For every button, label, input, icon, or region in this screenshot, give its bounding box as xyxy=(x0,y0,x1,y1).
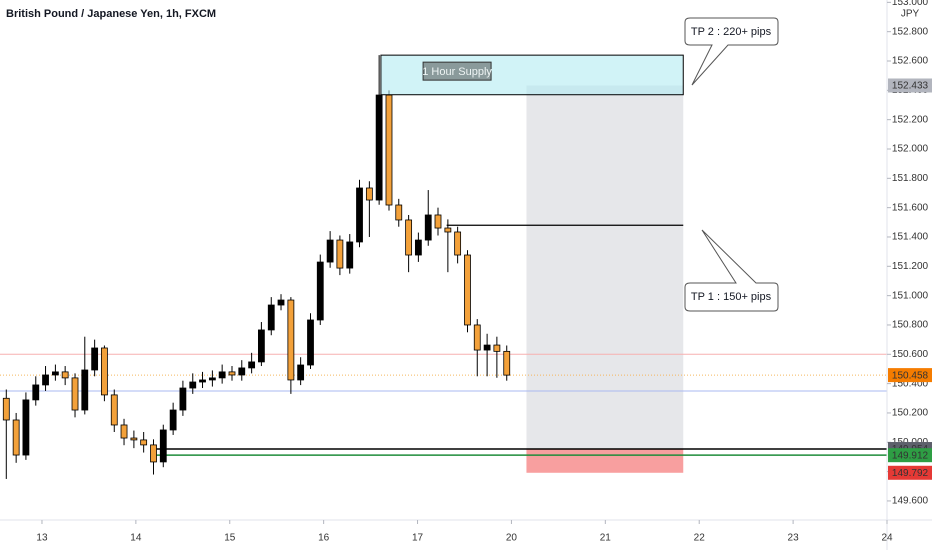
candle-body xyxy=(464,254,471,326)
target-zone xyxy=(526,85,684,450)
price-tag-label: 149.912 xyxy=(892,450,929,461)
currency-label: JPY xyxy=(901,9,920,20)
candle-body xyxy=(91,347,99,371)
candle-body xyxy=(12,419,20,456)
y-tick-label: 150.800 xyxy=(892,320,929,331)
callout-shape xyxy=(684,229,779,312)
candle-body xyxy=(228,371,236,376)
candle-body xyxy=(150,444,157,463)
x-tick-label: 16 xyxy=(318,533,330,544)
x-tick-label: 17 xyxy=(412,533,424,544)
y-tick-label: 149.600 xyxy=(892,496,929,507)
y-tick-label: 151.400 xyxy=(892,232,929,243)
price-tag-label: 149.792 xyxy=(892,468,929,479)
candle-body xyxy=(257,329,265,363)
price-tag-bg xyxy=(888,78,932,93)
callout-text: TP 1 : 150+ pips xyxy=(691,291,772,303)
candle-body xyxy=(405,219,413,256)
x-tick-label: 14 xyxy=(130,533,142,544)
candle-body xyxy=(199,379,206,383)
candle-body xyxy=(101,347,108,396)
x-tick-label: 23 xyxy=(788,533,800,544)
supply-label: 1 Hour Supply xyxy=(422,66,492,78)
y-tick-label: 150.200 xyxy=(892,408,929,419)
candle-body xyxy=(267,304,275,331)
candle-body xyxy=(238,367,246,376)
candle-body xyxy=(336,239,344,269)
candle-body xyxy=(120,424,128,439)
y-tick-label: 152.600 xyxy=(892,56,929,67)
candle-body xyxy=(169,409,177,431)
y-tick-label: 150.600 xyxy=(892,349,929,360)
candle-body xyxy=(277,299,285,306)
candle-body xyxy=(42,374,49,386)
callout-shape xyxy=(684,17,779,86)
price-tag-bg xyxy=(888,465,932,480)
candle-body xyxy=(434,214,442,229)
candle-body xyxy=(110,394,118,426)
callout-text: TP 2 : 220+ pips xyxy=(691,26,772,38)
candle-body xyxy=(287,299,295,381)
candle-body xyxy=(316,261,324,321)
candle-body xyxy=(503,350,511,376)
y-tick-label: 152.800 xyxy=(892,26,929,37)
candle-body xyxy=(483,344,491,351)
candle-body xyxy=(395,204,403,221)
y-tick-label: 151.000 xyxy=(892,290,929,301)
supply-label-bg xyxy=(422,61,492,81)
candle-body xyxy=(2,397,10,421)
x-tick-label: 24 xyxy=(881,533,893,544)
candle-body xyxy=(493,344,501,352)
plot-area: 1 Hour Supply xyxy=(0,54,887,479)
y-tick-label: 151.200 xyxy=(892,261,929,272)
callout-tp1: TP 1 : 150+ pips xyxy=(684,229,779,312)
y-tick-label: 152.000 xyxy=(892,144,929,155)
candle-body xyxy=(473,324,481,351)
candle-body xyxy=(22,399,30,456)
y-tick-label: 151.600 xyxy=(892,202,929,213)
candle-body xyxy=(61,371,69,379)
y-tick-label: 151.800 xyxy=(892,173,929,184)
candle-body xyxy=(444,227,452,233)
callout-tp2: TP 2 : 220+ pips xyxy=(684,17,779,86)
stop-zone xyxy=(526,449,684,473)
candle-body xyxy=(208,377,216,381)
candle-body xyxy=(307,319,314,366)
x-tick-label: 21 xyxy=(600,533,612,544)
candle-body xyxy=(356,187,363,243)
candle-body xyxy=(385,94,393,206)
x-tick-label: 22 xyxy=(694,533,706,544)
price-tag-label: 150.458 xyxy=(892,370,929,381)
y-tick-label: 153.000 xyxy=(892,0,929,8)
candle-body xyxy=(297,364,305,381)
candle-body xyxy=(159,429,167,463)
price-tag-label: 152.433 xyxy=(892,81,929,92)
candle-body xyxy=(140,439,148,446)
candle-body xyxy=(454,231,462,256)
price-tag-bg xyxy=(888,448,932,463)
candle-body xyxy=(346,241,354,269)
candle-body xyxy=(130,437,138,441)
y-tick-label: 150.400 xyxy=(892,378,929,389)
candle-body xyxy=(71,377,79,411)
candle-body xyxy=(326,239,334,263)
candle-body xyxy=(81,369,89,411)
candle-body xyxy=(51,371,59,376)
candle-body xyxy=(248,361,256,369)
candle-body xyxy=(365,187,373,201)
candle-body xyxy=(179,387,187,411)
candle-body xyxy=(189,381,197,389)
candle-body xyxy=(375,94,383,201)
candle-body xyxy=(424,214,432,241)
candle-body xyxy=(32,384,40,401)
price-tag-bg xyxy=(888,368,932,383)
x-tick-label: 13 xyxy=(36,533,48,544)
candle-body xyxy=(414,239,422,256)
chart-title: British Pound / Japanese Yen, 1h, FXCM xyxy=(6,8,216,20)
x-tick-label: 20 xyxy=(506,533,518,544)
candle-body xyxy=(218,371,226,379)
x-tick-label: 15 xyxy=(224,533,236,544)
y-tick-label: 152.200 xyxy=(892,114,929,125)
